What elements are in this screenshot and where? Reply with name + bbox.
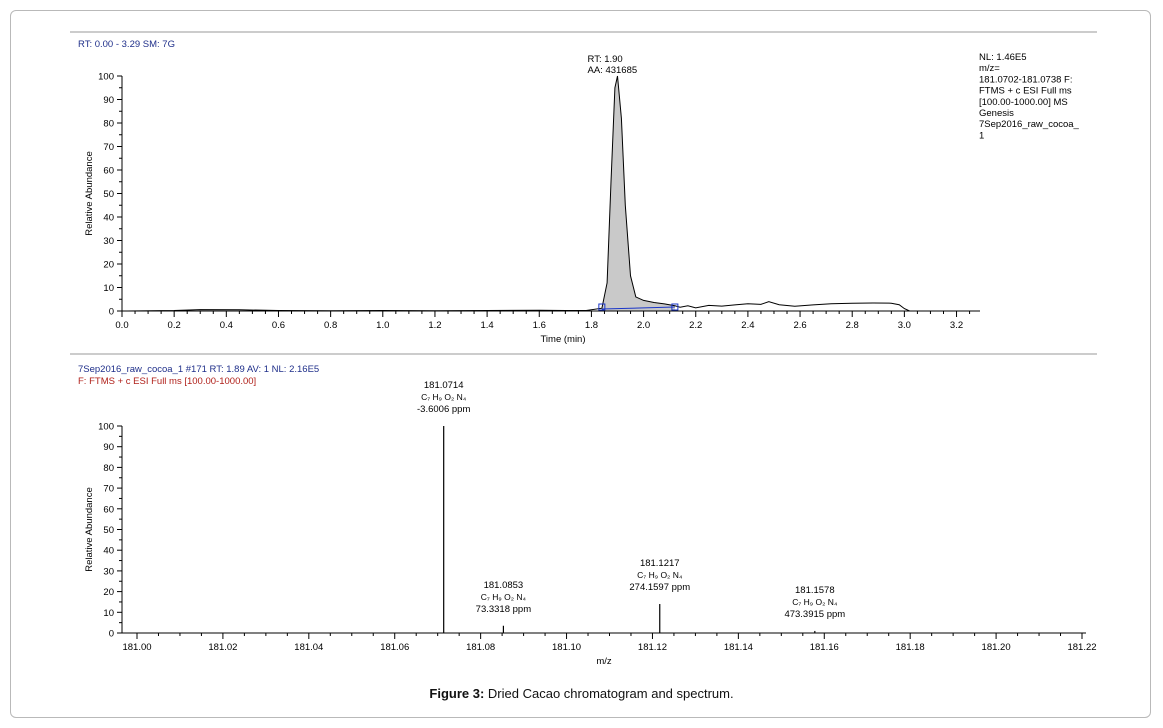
spectrum-header-line-1: 7Sep2016_raw_cocoa_1 #171 RT: 1.89 AV: 1…: [78, 364, 319, 375]
chromatogram-y-tick-label: 20: [103, 260, 114, 271]
chromatogram-x-tick-label: 2.8: [846, 320, 859, 331]
chromatogram-x-tick-label: 1.2: [428, 320, 441, 331]
spectrum-y-tick-label: 20: [103, 587, 114, 598]
chromatogram-x-tick-label: 0.4: [220, 320, 233, 331]
spectrum-y-tick-label: 60: [103, 504, 114, 515]
chromatogram-x-tick-label: 2.6: [793, 320, 806, 331]
spectrum-peak-formula-label: C₇ H₉ O₂ N₄: [637, 570, 683, 580]
spectrum-y-tick-label: 80: [103, 463, 114, 474]
spectrum-peak-mz-label: 181.1217: [640, 558, 680, 569]
spectrum-x-tick-label: 181.00: [122, 642, 151, 653]
peak-rt-label: RT: 1.90: [588, 54, 623, 65]
figure-caption: Figure 3: Dried Cacao chromatogram and s…: [0, 686, 1163, 701]
spectrum-peak-formula-label: C₇ H₉ O₂ N₄: [421, 392, 467, 402]
spectrum-peak-formula-label: C₇ H₉ O₂ N₄: [481, 592, 527, 602]
chromatogram-info-line: Genesis: [979, 108, 1014, 119]
spectrum-y-tick-label: 40: [103, 546, 114, 557]
chromatogram-x-tick-label: 1.0: [376, 320, 389, 331]
chromatogram-x-tick-label: 1.4: [480, 320, 493, 331]
chromatogram-y-tick-label: 90: [103, 95, 114, 106]
spectrum-y-axis-label: Relative Abundance: [84, 487, 95, 572]
spectrum-peak-ppm-label: 274.1597 ppm: [629, 582, 690, 593]
spectrum-peak-ppm-label: 73.3318 ppm: [476, 604, 532, 615]
spectrum-y-tick-label: 70: [103, 484, 114, 495]
chromatogram-x-tick-label: 0.8: [324, 320, 337, 331]
spectrum-x-tick-label: 181.22: [1067, 642, 1096, 653]
spectrum-x-tick-label: 181.04: [294, 642, 323, 653]
spectrum-x-tick-label: 181.10: [552, 642, 581, 653]
chromatogram-info-line: 181.0702-181.0738 F:: [979, 74, 1073, 85]
figure-frame: [10, 10, 1151, 718]
chromatogram-info-line: 7Sep2016_raw_cocoa_: [979, 119, 1080, 130]
chromatogram-info-line: NL: 1.46E5: [979, 52, 1027, 63]
chromatogram-x-tick-label: 2.0: [637, 320, 650, 331]
spectrum-peak-mz-label: 181.0853: [484, 580, 524, 591]
spectrum-y-tick-label: 10: [103, 608, 114, 619]
chromatogram-x-tick-label: 2.2: [689, 320, 702, 331]
peak-area-fill: [601, 76, 675, 311]
spectrum-x-tick-label: 181.12: [638, 642, 667, 653]
spectrum-y-tick-label: 50: [103, 525, 114, 536]
spectrum-x-tick-label: 181.02: [208, 642, 237, 653]
spectrum-y-tick-label: 100: [98, 422, 114, 433]
chromatogram-x-tick-label: 3.0: [898, 320, 911, 331]
chromatogram-x-axis-label: Time (min): [540, 334, 585, 345]
chromatogram-y-tick-label: 60: [103, 166, 114, 177]
chromatogram-y-axis-label: Relative Abundance: [84, 151, 95, 236]
chromatogram-y-tick-label: 40: [103, 213, 114, 224]
chromatogram-y-tick-label: 10: [103, 283, 114, 294]
caption-label: Figure 3:: [429, 686, 485, 701]
chromatogram-y-tick-label: 50: [103, 189, 114, 200]
chromatogram-y-tick-label: 0: [109, 307, 114, 318]
chromatogram-x-tick-label: 0.6: [272, 320, 285, 331]
spectrum-header-line-2: F: FTMS + c ESI Full ms [100.00-1000.00]: [78, 376, 256, 387]
integration-marker-1: [598, 303, 606, 311]
spectrum-x-tick-label: 181.08: [466, 642, 495, 653]
chromatogram-x-tick-label: 0.2: [168, 320, 181, 331]
spectrum-y-tick-label: 90: [103, 442, 114, 453]
chromatogram-x-tick-label: 1.8: [585, 320, 598, 331]
chromatogram-y-tick-label: 100: [98, 72, 114, 83]
integration-marker-2: [671, 303, 679, 311]
chromatogram-x-tick-label: 2.4: [741, 320, 754, 331]
spectrum-peak-ppm-label: -3.6006 ppm: [417, 404, 470, 415]
peak-area-label: AA: 431685: [588, 65, 638, 76]
spectrum-x-tick-label: 181.16: [810, 642, 839, 653]
caption-text: Dried Cacao chromatogram and spectrum.: [487, 686, 734, 701]
chromatogram-x-tick-label: 1.6: [533, 320, 546, 331]
chromatogram-x-tick-label: 0.0: [115, 320, 128, 331]
chromatogram-trace: [121, 75, 980, 312]
spectrum-x-tick-label: 181.20: [982, 642, 1011, 653]
spectrum-peak-mz-label: 181.0714: [424, 380, 464, 391]
chromatogram-info-line: m/z=: [979, 63, 1000, 74]
spectrum-y-tick-label: 30: [103, 566, 114, 577]
chromatogram-y-tick-label: 70: [103, 142, 114, 153]
chromatogram-info-line: 1: [979, 130, 984, 141]
chromatogram-x-tick-label: 3.2: [950, 320, 963, 331]
spectrum-peak-mz-label: 181.1578: [795, 585, 835, 596]
spectrum-x-tick-label: 181.14: [724, 642, 753, 653]
spectrum-x-tick-label: 181.06: [380, 642, 409, 653]
chromatogram-header: RT: 0.00 - 3.29 SM: 7G: [78, 39, 175, 50]
spectrum-peak-ppm-label: 473.3915 ppm: [784, 609, 845, 620]
spectrum-x-axis-label: m/z: [596, 656, 612, 667]
integration-baseline: [601, 306, 675, 310]
chromatogram-y-tick-label: 30: [103, 236, 114, 247]
spectrum-x-tick-label: 181.18: [896, 642, 925, 653]
chromatogram-y-tick-label: 80: [103, 119, 114, 130]
spectrum-peak-formula-label: C₇ H₉ O₂ N₄: [792, 597, 838, 607]
spectrum-y-tick-label: 0: [109, 629, 114, 640]
chromatogram-info-line: [100.00-1000.00] MS: [979, 97, 1068, 108]
chromatogram-info-line: FTMS + c ESI Full ms: [979, 86, 1072, 97]
